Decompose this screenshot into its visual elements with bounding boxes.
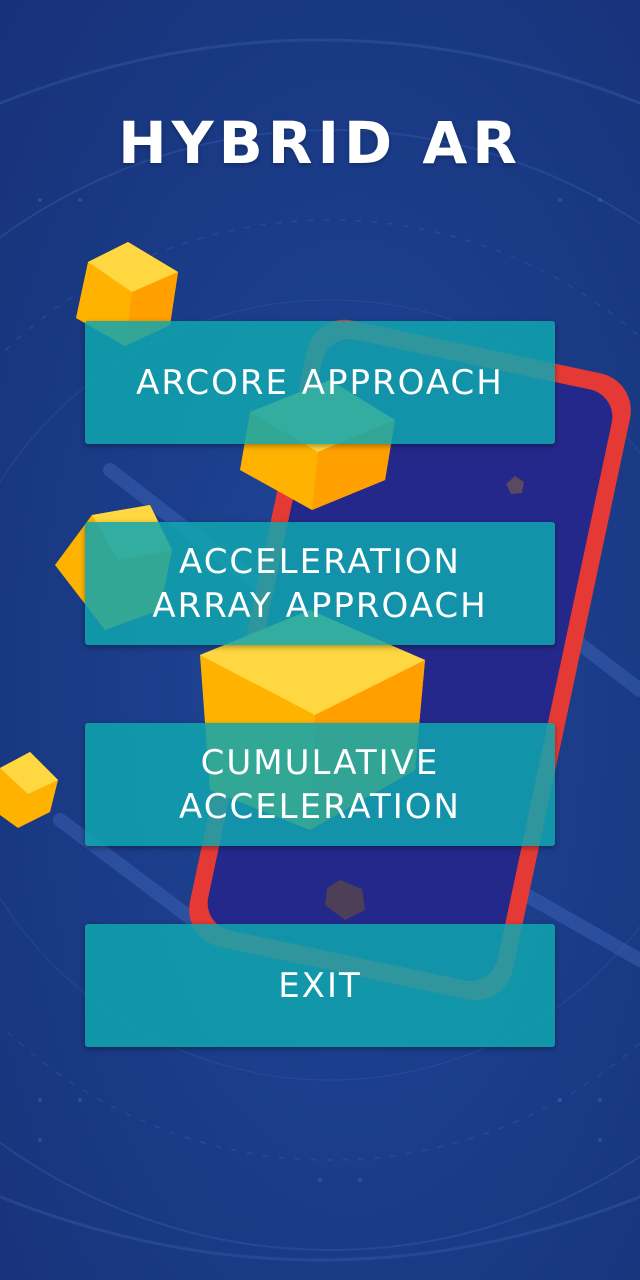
- app-title: HYBRID AR: [118, 109, 522, 177]
- hud-rings: [0, 38, 640, 1262]
- acceleration-array-approach-button[interactable]: ACCELERATION ARRAY APPROACH: [85, 522, 555, 645]
- small-dark-cubes: [325, 476, 524, 920]
- arcore-approach-button[interactable]: ARCORE APPROACH: [85, 321, 555, 444]
- yellow-cube-bottom-left: [0, 752, 58, 828]
- yellow-cube-top-left: [76, 242, 178, 346]
- dot-grid: [38, 198, 602, 1182]
- exit-button[interactable]: EXIT: [85, 924, 555, 1047]
- cumulative-acceleration-button[interactable]: CUMULATIVE ACCELERATION: [85, 723, 555, 846]
